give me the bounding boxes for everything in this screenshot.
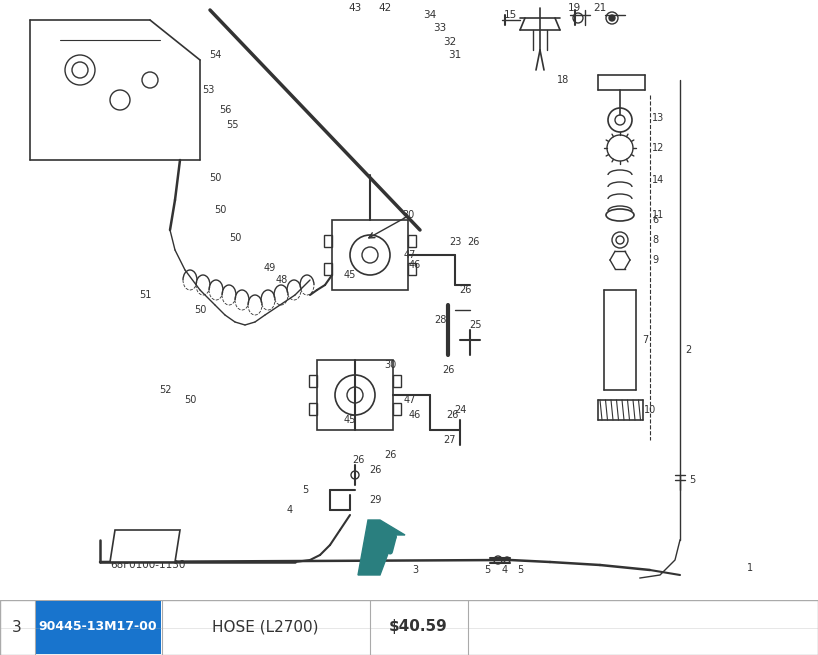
Text: 45: 45 — [344, 415, 356, 425]
Text: 5: 5 — [689, 475, 695, 485]
Circle shape — [609, 15, 615, 21]
Bar — [393, 375, 401, 387]
Text: 56: 56 — [218, 105, 231, 115]
Text: 26: 26 — [384, 450, 396, 460]
Text: 68F0100-1130: 68F0100-1130 — [110, 560, 186, 570]
Text: 47: 47 — [404, 250, 416, 260]
Text: 1: 1 — [747, 563, 753, 573]
Text: 10: 10 — [644, 405, 656, 415]
Text: FWD: FWD — [142, 540, 174, 553]
Text: 42: 42 — [379, 3, 392, 13]
Text: 7: 7 — [642, 335, 648, 345]
Text: 24: 24 — [454, 405, 466, 415]
Text: 3: 3 — [412, 565, 418, 575]
Bar — [408, 263, 416, 275]
Bar — [309, 403, 317, 415]
Text: 27: 27 — [443, 435, 456, 445]
Text: 31: 31 — [448, 50, 461, 60]
Bar — [309, 375, 317, 387]
Text: 26: 26 — [446, 410, 458, 420]
Text: 2: 2 — [685, 345, 691, 355]
Text: 54: 54 — [209, 50, 221, 60]
Bar — [408, 235, 416, 247]
Text: 48: 48 — [276, 275, 288, 285]
Text: 26: 26 — [459, 285, 471, 295]
Bar — [36, 601, 161, 654]
Text: 21: 21 — [593, 3, 607, 13]
Text: 46: 46 — [409, 260, 421, 270]
Text: 45: 45 — [344, 270, 356, 280]
Text: 6: 6 — [652, 215, 658, 225]
Text: 50: 50 — [194, 305, 206, 315]
Text: 30: 30 — [384, 360, 396, 370]
Text: 55: 55 — [226, 120, 238, 130]
Text: 30: 30 — [402, 210, 414, 220]
Text: 26: 26 — [467, 237, 479, 247]
Text: 19: 19 — [568, 3, 582, 13]
Text: $40.59: $40.59 — [389, 620, 447, 635]
Text: 49: 49 — [264, 263, 276, 273]
Text: 26: 26 — [442, 365, 454, 375]
Text: 52: 52 — [159, 385, 171, 395]
Text: 90445-13M17-00: 90445-13M17-00 — [38, 620, 157, 633]
Text: 33: 33 — [434, 23, 447, 33]
Text: 28: 28 — [434, 315, 446, 325]
Bar — [393, 403, 401, 415]
Text: 50: 50 — [184, 395, 196, 405]
Text: 9: 9 — [652, 255, 658, 265]
Text: 26: 26 — [352, 455, 364, 465]
Bar — [324, 263, 332, 275]
Text: 4: 4 — [287, 505, 293, 515]
Text: 50: 50 — [229, 233, 241, 243]
Polygon shape — [358, 520, 405, 575]
Bar — [332, 220, 408, 290]
Text: 8: 8 — [652, 235, 658, 245]
Text: 25: 25 — [469, 320, 481, 330]
Text: 43: 43 — [348, 3, 362, 13]
Text: 46: 46 — [409, 410, 421, 420]
Text: 13: 13 — [652, 113, 664, 123]
Bar — [324, 235, 332, 247]
Text: 5: 5 — [517, 565, 524, 575]
Text: 12: 12 — [652, 143, 664, 153]
Text: 5: 5 — [302, 485, 308, 495]
Text: 15: 15 — [503, 10, 517, 20]
Text: 34: 34 — [424, 10, 437, 20]
Text: 53: 53 — [202, 85, 214, 95]
Text: 47: 47 — [404, 395, 416, 405]
Text: 50: 50 — [209, 173, 221, 183]
Text: HOSE (L2700): HOSE (L2700) — [212, 620, 318, 635]
Text: 14: 14 — [652, 175, 664, 185]
Text: 32: 32 — [443, 37, 456, 47]
Text: 29: 29 — [369, 495, 381, 505]
Text: 3: 3 — [12, 620, 22, 635]
Text: 51: 51 — [139, 290, 151, 300]
Text: 26: 26 — [369, 465, 381, 475]
Text: 23: 23 — [449, 237, 461, 247]
Text: 11: 11 — [652, 210, 664, 220]
Bar — [317, 360, 393, 430]
Text: 18: 18 — [557, 75, 569, 85]
Text: 50: 50 — [213, 205, 227, 215]
Text: 4: 4 — [502, 565, 508, 575]
Text: 5: 5 — [484, 565, 490, 575]
Polygon shape — [110, 530, 180, 562]
